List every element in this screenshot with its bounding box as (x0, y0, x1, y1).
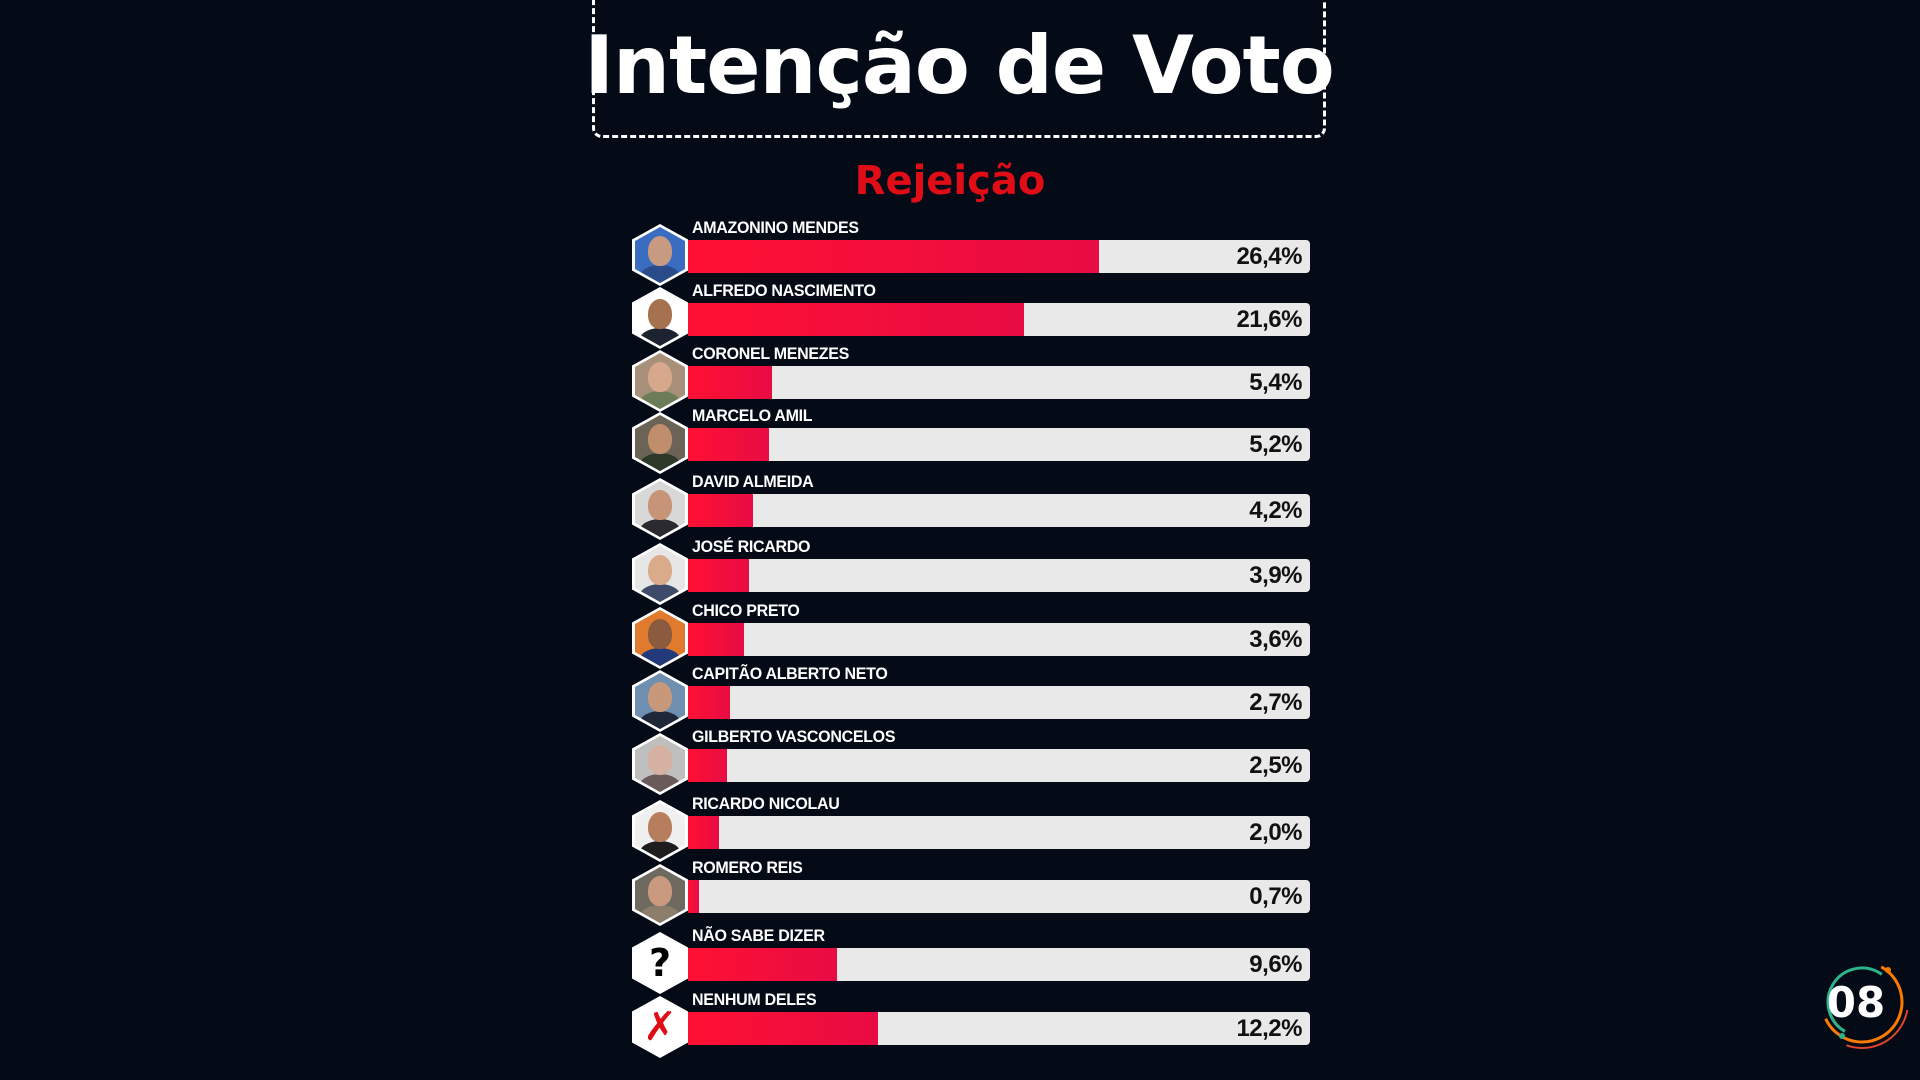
bar-track: 3,6% (688, 623, 1310, 656)
value-label: 26,4% (1236, 242, 1302, 270)
value-label: 4,2% (1249, 496, 1302, 524)
candidate-name-label: JOSÉ RICARDO (692, 538, 811, 557)
crossed-out-person-icon: ✗ (632, 996, 688, 1058)
candidate-name-label: CORONEL MENEZES (692, 345, 850, 364)
bar (688, 494, 753, 527)
bar-track: 12,2% (688, 1012, 1310, 1045)
person-photo-icon (632, 350, 688, 412)
bar-track: 21,6% (688, 303, 1310, 336)
candidate-name-label: NÃO SABE DIZER (692, 927, 825, 946)
bar (688, 366, 772, 399)
bar-track: 5,2% (688, 428, 1310, 461)
bar-track: 4,2% (688, 494, 1310, 527)
candidate-name-label: RICARDO NICOLAU (692, 795, 840, 814)
bar-row: JOSÉ RICARDO 3,9% (632, 538, 1312, 605)
person-photo-icon (632, 864, 688, 926)
person-photo-icon (632, 733, 688, 795)
candidate-name-label: CHICO PRETO (692, 602, 800, 621)
bar-row: MARCELO AMIL 5,2% (632, 407, 1312, 474)
bar-row: RICARDO NICOLAU 2,0% (632, 795, 1312, 862)
bar-row: CAPITÃO ALBERTO NETO 2,7% (632, 665, 1312, 732)
candidate-name-label: AMAZONINO MENDES (692, 219, 859, 238)
bar-row: ? NÃO SABE DIZER 9,6% (632, 927, 1312, 994)
candidate-name-label: ROMERO REIS (692, 859, 803, 878)
person-photo-icon (632, 800, 688, 862)
value-label: 3,9% (1249, 561, 1302, 589)
chart-subtitle: Rejeição (854, 158, 1046, 204)
bar-track: 2,7% (688, 686, 1310, 719)
candidate-name-label: DAVID ALMEIDA (692, 473, 814, 492)
value-label: 9,6% (1249, 950, 1302, 978)
bar-track: 2,0% (688, 816, 1310, 849)
bar (688, 749, 727, 782)
value-label: 0,7% (1249, 882, 1302, 910)
value-label: 5,2% (1249, 430, 1302, 458)
bar (688, 816, 719, 849)
candidate-name-label: ALFREDO NASCIMENTO (692, 282, 876, 301)
bar-row: CHICO PRETO 3,6% (632, 602, 1312, 669)
bar-track: 9,6% (688, 948, 1310, 981)
bar (688, 559, 749, 592)
title-box: Intenção de Voto (584, 0, 1335, 138)
person-photo-icon (632, 670, 688, 732)
person-photo-icon (632, 224, 688, 286)
person-photo-icon (632, 543, 688, 605)
bar-row: CORONEL MENEZES 5,4% (632, 345, 1312, 412)
bar-row: AMAZONINO MENDES 26,4% (632, 219, 1312, 286)
bar-track: 26,4% (688, 240, 1310, 273)
value-label: 2,5% (1249, 751, 1302, 779)
candidate-name-label: CAPITÃO ALBERTO NETO (692, 665, 888, 684)
page-title: Intenção de Voto (584, 19, 1334, 112)
bar-track: 2,5% (688, 749, 1310, 782)
value-label: 21,6% (1236, 305, 1302, 333)
bar-row: ✗ NENHUM DELES 12,2% (632, 991, 1312, 1058)
value-label: 12,2% (1236, 1014, 1302, 1042)
bar (688, 428, 769, 461)
candidate-name-label: NENHUM DELES (692, 991, 817, 1010)
question-mark-icon: ? (632, 932, 688, 994)
logo-text: 08 (1826, 977, 1886, 1027)
person-photo-icon (632, 607, 688, 669)
bar-row: GILBERTO VASCONCELOS 2,5% (632, 728, 1312, 795)
value-label: 2,0% (1249, 818, 1302, 846)
bar (688, 686, 730, 719)
candidate-name-label: MARCELO AMIL (692, 407, 813, 426)
bar-row: DAVID ALMEIDA 4,2% (632, 473, 1312, 540)
bar-row: ALFREDO NASCIMENTO 21,6% (632, 282, 1312, 349)
bar-row: ROMERO REIS 0,7% (632, 859, 1312, 926)
bar (688, 948, 837, 981)
value-label: 2,7% (1249, 688, 1302, 716)
bar (688, 1012, 878, 1045)
person-photo-icon (632, 412, 688, 474)
bar-track: 0,7% (688, 880, 1310, 913)
person-photo-icon (632, 478, 688, 540)
bar (688, 240, 1099, 273)
bar (688, 880, 699, 913)
logo-ring-icon (1815, 955, 1909, 1049)
value-label: 5,4% (1249, 368, 1302, 396)
candidate-name-label: GILBERTO VASCONCELOS (692, 728, 896, 747)
person-photo-icon (632, 287, 688, 349)
bar (688, 623, 744, 656)
bar-track: 5,4% (688, 366, 1310, 399)
bar (688, 303, 1024, 336)
bar-track: 3,9% (688, 559, 1310, 592)
value-label: 3,6% (1249, 625, 1302, 653)
